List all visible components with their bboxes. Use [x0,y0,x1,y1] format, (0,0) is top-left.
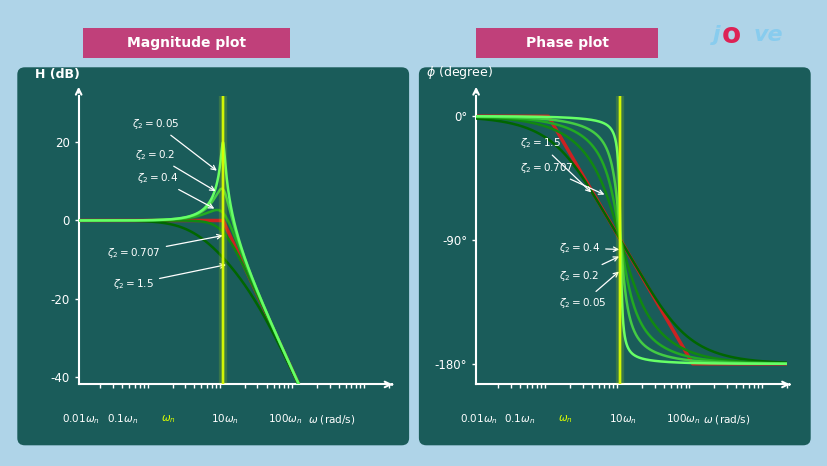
Text: H (dB): H (dB) [36,68,80,81]
Text: $\zeta_2 = 0.2$: $\zeta_2 = 0.2$ [135,148,214,191]
Text: Magnitude plot: Magnitude plot [127,36,246,50]
FancyBboxPatch shape [17,67,409,445]
Text: $\zeta_2 = 0.707$: $\zeta_2 = 0.707$ [108,234,221,260]
FancyBboxPatch shape [73,27,299,60]
Text: $\zeta_2 = 0.2$: $\zeta_2 = 0.2$ [558,257,617,282]
Text: $\omega_n$: $\omega_n$ [160,413,175,425]
Text: $\phi$ (degree): $\phi$ (degree) [426,64,493,81]
Text: $\omega$ (rad/s): $\omega$ (rad/s) [307,413,355,426]
Text: $0.1\omega_n$: $0.1\omega_n$ [504,412,535,426]
Text: j: j [712,25,719,45]
Text: Phase plot: Phase plot [525,36,608,50]
Text: $0.01\omega_n$: $0.01\omega_n$ [62,412,100,426]
Text: $100\omega_n$: $100\omega_n$ [268,412,303,426]
Text: $10\omega_n$: $10\omega_n$ [608,412,636,426]
Text: $100\omega_n$: $100\omega_n$ [665,412,700,426]
Text: $10\omega_n$: $10\omega_n$ [211,412,239,426]
Text: o: o [720,21,740,49]
Text: $\zeta_2 = 0.707$: $\zeta_2 = 0.707$ [519,161,602,194]
Text: ve: ve [753,25,782,45]
Text: $\zeta_2 = 0.05$: $\zeta_2 = 0.05$ [558,273,617,310]
Text: $\omega$ (rad/s): $\omega$ (rad/s) [702,413,750,426]
Text: $0.01\omega_n$: $0.01\omega_n$ [459,412,497,426]
Text: $\zeta_2 = 0.4$: $\zeta_2 = 0.4$ [558,241,617,255]
Text: $\zeta_2 = 1.5$: $\zeta_2 = 1.5$ [519,137,590,192]
Text: $\zeta_2 = 1.5$: $\zeta_2 = 1.5$ [113,264,224,291]
FancyBboxPatch shape [418,67,810,445]
FancyBboxPatch shape [466,27,667,60]
Text: $0.1\omega_n$: $0.1\omega_n$ [107,412,138,426]
Text: $\omega_n$: $\omega_n$ [557,413,572,425]
Text: $\zeta_2 = 0.05$: $\zeta_2 = 0.05$ [132,117,216,170]
Text: $\zeta_2 = 0.4$: $\zeta_2 = 0.4$ [137,171,213,208]
